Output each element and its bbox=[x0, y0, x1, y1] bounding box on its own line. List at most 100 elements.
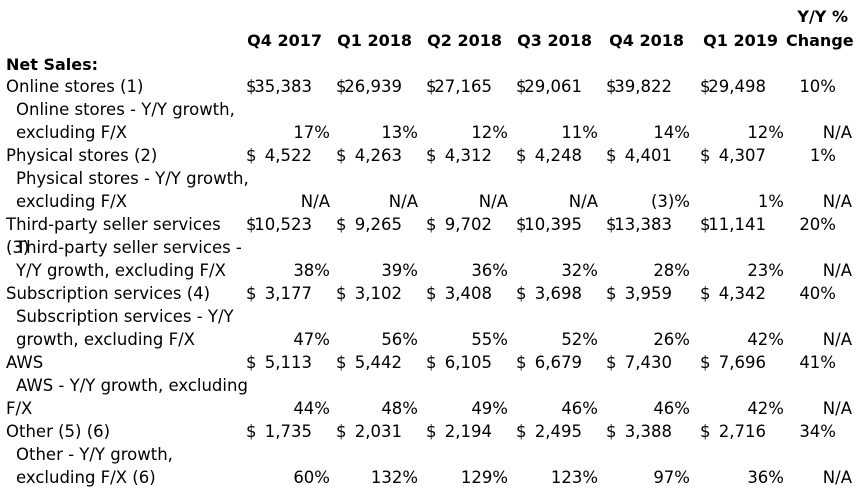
row-label: Third-party seller services - Y/Y growth,… bbox=[16, 236, 256, 282]
table-cell: 129% bbox=[460, 468, 508, 487]
currency-symbol: $ bbox=[246, 353, 257, 372]
table-cell: 2,194 bbox=[444, 422, 492, 441]
table-cell: 4,522 bbox=[264, 146, 312, 165]
currency-symbol: $ bbox=[700, 215, 711, 234]
change-cell: N/A bbox=[822, 330, 852, 349]
table-cell: 38% bbox=[293, 261, 330, 280]
row-label-line: Subscription services - Y/Y bbox=[16, 307, 234, 326]
row-label-line: excluding F/X bbox=[16, 192, 128, 211]
table-cell: 27,165 bbox=[434, 77, 492, 96]
row-label: Physical stores - Y/Y growth, excluding F… bbox=[16, 167, 256, 213]
currency-symbol: $ bbox=[606, 284, 617, 303]
table-cell: 46% bbox=[653, 399, 690, 418]
table-cell: 1,735 bbox=[264, 422, 312, 441]
row-label-line: Physical stores - Y/Y growth, bbox=[16, 169, 249, 188]
table-cell: 12% bbox=[471, 123, 508, 142]
table-cell: 10,523 bbox=[254, 215, 312, 234]
table-cell: 26,939 bbox=[344, 77, 402, 96]
currency-symbol: $ bbox=[516, 284, 527, 303]
table-cell: 49% bbox=[471, 399, 508, 418]
table-cell: 44% bbox=[293, 399, 330, 418]
table-cell: 23% bbox=[747, 261, 784, 280]
currency-symbol: $ bbox=[246, 422, 257, 441]
row-label: Other (5) (6) bbox=[6, 420, 246, 443]
section-title: Net Sales: bbox=[6, 55, 99, 74]
table-cell: N/A bbox=[568, 192, 598, 211]
table-cell: 13% bbox=[381, 123, 418, 142]
row-label: Online stores - Y/Y growth, excluding F/X bbox=[16, 98, 256, 144]
currency-symbol: $ bbox=[426, 77, 437, 96]
currency-symbol: $ bbox=[516, 146, 527, 165]
table-cell: 42% bbox=[747, 330, 784, 349]
row-label-line: excluding F/X bbox=[16, 123, 128, 142]
table-cell: 29,061 bbox=[524, 77, 582, 96]
table-cell: 42% bbox=[747, 399, 784, 418]
row-label-line: AWS - Y/Y growth, excluding bbox=[16, 376, 248, 395]
row-label-line: AWS bbox=[6, 353, 44, 372]
currency-symbol: $ bbox=[246, 77, 257, 96]
table-cell: 5,113 bbox=[264, 353, 312, 372]
table-cell: 6,679 bbox=[534, 353, 582, 372]
row-label-line: growth, excluding F/X bbox=[16, 330, 195, 349]
change-cell: 40% bbox=[799, 284, 836, 303]
row-label-line: F/X bbox=[6, 399, 33, 418]
change-cell: 10% bbox=[799, 77, 836, 96]
row-label-line: Physical stores (2) bbox=[6, 146, 158, 165]
change-cell: 34% bbox=[799, 422, 836, 441]
currency-symbol: $ bbox=[516, 215, 527, 234]
currency-symbol: $ bbox=[336, 353, 347, 372]
table-cell: 46% bbox=[561, 399, 598, 418]
row-label-line: Online stores - Y/Y growth, bbox=[16, 100, 235, 119]
period-header: Q4 2017 bbox=[247, 31, 322, 50]
currency-symbol: $ bbox=[426, 353, 437, 372]
change-header-bottom: Change bbox=[786, 31, 854, 50]
currency-symbol: $ bbox=[336, 284, 347, 303]
currency-symbol: $ bbox=[700, 77, 711, 96]
table-cell: 2,031 bbox=[354, 422, 402, 441]
change-cell: N/A bbox=[822, 123, 852, 142]
table-cell: 123% bbox=[550, 468, 598, 487]
change-cell: N/A bbox=[822, 261, 852, 280]
table-cell: 39,822 bbox=[614, 77, 672, 96]
table-cell: 10,395 bbox=[524, 215, 582, 234]
change-cell: N/A bbox=[822, 399, 852, 418]
table-cell: 1% bbox=[757, 192, 784, 211]
period-header: Q2 2018 bbox=[427, 31, 502, 50]
currency-symbol: $ bbox=[700, 146, 711, 165]
table-cell: 48% bbox=[381, 399, 418, 418]
table-cell: 36% bbox=[471, 261, 508, 280]
table-cell: 13,383 bbox=[614, 215, 672, 234]
table-cell: 29,498 bbox=[708, 77, 766, 96]
currency-symbol: $ bbox=[606, 215, 617, 234]
table-cell: 4,342 bbox=[718, 284, 766, 303]
row-label-line: Other (5) (6) bbox=[6, 422, 111, 441]
period-header: Q1 2018 bbox=[337, 31, 412, 50]
table-cell: 3,698 bbox=[534, 284, 582, 303]
table-cell: 26% bbox=[653, 330, 690, 349]
table-cell: N/A bbox=[300, 192, 330, 211]
table-cell: 7,696 bbox=[718, 353, 766, 372]
change-cell: 20% bbox=[799, 215, 836, 234]
table-cell: 52% bbox=[561, 330, 598, 349]
currency-symbol: $ bbox=[606, 77, 617, 96]
change-cell: 1% bbox=[809, 146, 836, 165]
table-cell: 11% bbox=[561, 123, 598, 142]
table-cell: 32% bbox=[561, 261, 598, 280]
table-cell: 60% bbox=[293, 468, 330, 487]
currency-symbol: $ bbox=[426, 284, 437, 303]
currency-symbol: $ bbox=[336, 215, 347, 234]
currency-symbol: $ bbox=[426, 422, 437, 441]
table-cell: 9,702 bbox=[444, 215, 492, 234]
currency-symbol: $ bbox=[516, 77, 527, 96]
table-cell: 12% bbox=[747, 123, 784, 142]
table-cell: 3,177 bbox=[264, 284, 312, 303]
table-cell: 17% bbox=[293, 123, 330, 142]
period-header: Q4 2018 bbox=[609, 31, 684, 50]
change-header-top: Y/Y % bbox=[797, 7, 848, 26]
currency-symbol: $ bbox=[606, 422, 617, 441]
table-cell: 4,312 bbox=[444, 146, 492, 165]
row-label-line: excluding F/X (6) bbox=[16, 468, 156, 487]
currency-symbol: $ bbox=[606, 353, 617, 372]
row-label-line: Subscription services (4) bbox=[6, 284, 211, 303]
change-cell: N/A bbox=[822, 468, 852, 487]
